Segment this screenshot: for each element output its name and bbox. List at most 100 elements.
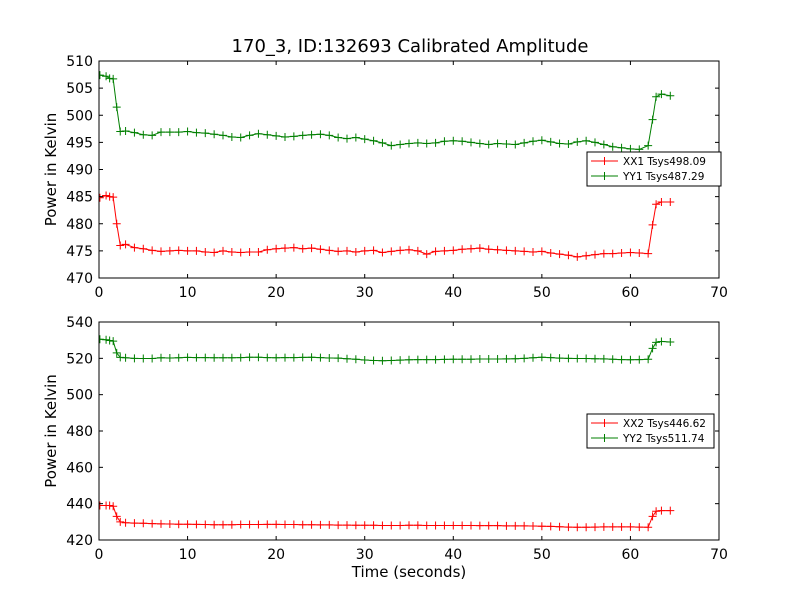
x-tick-label: 20 [267, 285, 285, 301]
data-point [449, 246, 458, 255]
data-point [112, 348, 121, 357]
data-point [219, 131, 227, 140]
data-point [378, 138, 387, 147]
data-point [396, 521, 405, 530]
data-point [644, 355, 653, 364]
legend-label: XX2 Tsys446.62 [623, 418, 706, 430]
data-point [537, 522, 546, 531]
data-point [289, 243, 298, 252]
data-point [245, 353, 254, 362]
data-point [511, 354, 520, 363]
y-tick-label: 490 [66, 163, 93, 179]
data-point [599, 249, 608, 258]
data-point [343, 354, 351, 363]
data-point [148, 354, 157, 363]
data-point [130, 519, 139, 528]
data-point [112, 512, 121, 521]
data-point [157, 247, 165, 256]
data-point [351, 247, 360, 256]
data-point [210, 353, 219, 362]
data-point [440, 246, 449, 255]
data-point [652, 92, 661, 101]
legend-marker [600, 419, 609, 427]
data-point [236, 248, 245, 257]
data-point [289, 520, 298, 529]
data-point [644, 249, 653, 258]
data-point [458, 521, 467, 530]
data-point [666, 91, 675, 100]
data-point [666, 506, 675, 515]
data-point [360, 521, 369, 530]
data-point [298, 520, 307, 529]
data-point [112, 219, 121, 228]
data-point [546, 522, 555, 531]
y-tick-label: 500 [66, 388, 93, 404]
data-point [109, 74, 118, 83]
data-point [219, 246, 227, 255]
data-point [608, 142, 617, 151]
y-axis-label: Power in Kelvin [42, 113, 60, 227]
data-point [334, 521, 343, 530]
data-point [564, 523, 573, 532]
y-tick-label: 505 [66, 81, 93, 97]
data-point [105, 192, 114, 201]
data-point [475, 521, 484, 530]
y-tick-label: 475 [66, 244, 93, 260]
data-point [105, 74, 114, 83]
data-point [325, 131, 334, 140]
data-point [626, 522, 635, 531]
series-group [99, 71, 675, 261]
legend-marker [600, 434, 609, 442]
y-tick-label: 520 [66, 351, 93, 367]
data-point [635, 249, 644, 258]
data-point [555, 354, 564, 363]
data-point [272, 353, 281, 362]
data-point [343, 134, 351, 143]
legend-box [586, 151, 722, 187]
data-point [564, 251, 573, 260]
data-point [387, 356, 396, 365]
data-point [657, 198, 666, 207]
data-point [529, 137, 537, 146]
data-point [449, 521, 458, 530]
data-point [422, 139, 431, 148]
data-point [316, 245, 325, 254]
data-point [511, 246, 520, 255]
legend-label: XX1 Tsys498.09 [623, 156, 706, 168]
legend: XX1 Tsys498.09 YY1 Tsys487.29 [586, 151, 722, 187]
data-point [405, 245, 413, 254]
data-point [440, 355, 449, 364]
x-tick-label: 60 [622, 285, 640, 301]
data-point [546, 353, 555, 362]
data-point [529, 247, 537, 256]
data-point [520, 138, 529, 147]
series-line-2 [99, 74, 671, 150]
data-point [475, 244, 484, 253]
data-point [666, 337, 675, 346]
data-point [245, 247, 254, 256]
chart-title: 170_3, ID:132693 Calibrated Amplitude [232, 36, 589, 57]
data-point [289, 353, 298, 362]
data-point [511, 521, 520, 530]
data-point [351, 521, 360, 530]
data-point [183, 246, 192, 255]
data-point [343, 246, 351, 255]
data-point [644, 141, 653, 150]
x-tick-label: 50 [533, 547, 551, 563]
legend-marker [600, 172, 609, 180]
data-point [192, 128, 201, 137]
data-point [130, 243, 139, 252]
data-point [591, 138, 599, 147]
data-point [405, 355, 413, 364]
data-point [484, 355, 493, 364]
data-point [475, 355, 484, 364]
data-point [652, 507, 661, 516]
data-point [139, 354, 148, 363]
data-point [219, 353, 227, 362]
data-point [316, 353, 325, 362]
data-point [263, 353, 272, 362]
data-point [591, 523, 599, 532]
data-point [573, 354, 582, 363]
data-point [422, 250, 431, 259]
